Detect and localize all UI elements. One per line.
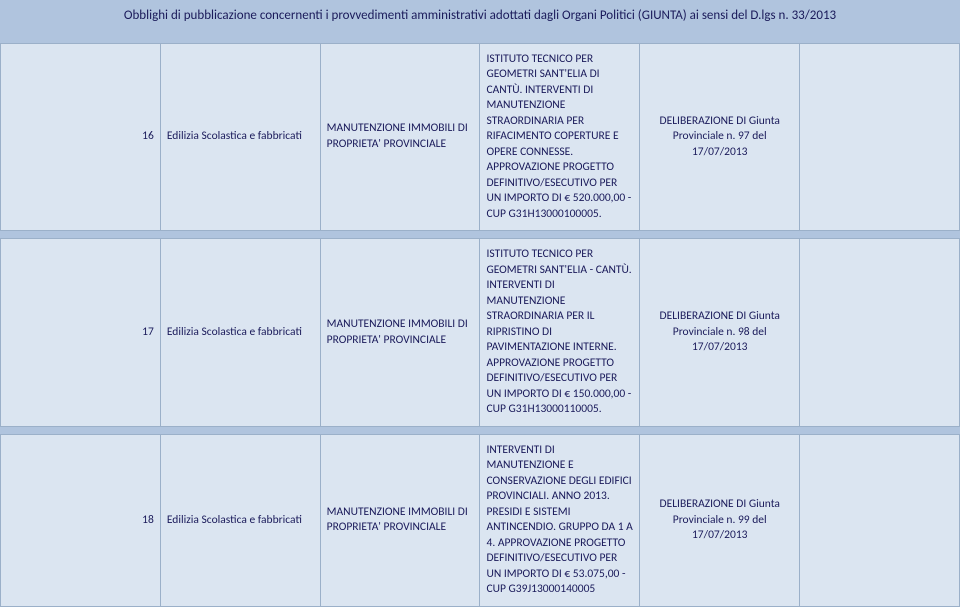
- cell-area: Edilizia Scolastica e fabbricati: [160, 434, 320, 606]
- cell-area: Edilizia Scolastica e fabbricati: [160, 43, 320, 231]
- cell-desc: ISTITUTO TECNICO PER GEOMETRI SANT'ELIA …: [480, 239, 640, 427]
- data-table: 16 Edilizia Scolastica e fabbricati MANU…: [0, 35, 960, 607]
- cell-last: [800, 43, 960, 231]
- cell-num: 17: [1, 239, 161, 427]
- cell-num: 18: [1, 434, 161, 606]
- cell-desc: INTERVENTI DI MANUTENZIONE E CONSERVAZIO…: [480, 434, 640, 606]
- table-row: 17 Edilizia Scolastica e fabbricati MANU…: [1, 239, 960, 427]
- cell-num: 16: [1, 43, 161, 231]
- table-row: 18 Edilizia Scolastica e fabbricati MANU…: [1, 434, 960, 606]
- table-row: 16 Edilizia Scolastica e fabbricati MANU…: [1, 43, 960, 231]
- cell-last: [800, 434, 960, 606]
- cell-area: Edilizia Scolastica e fabbricati: [160, 239, 320, 427]
- cell-last: [800, 239, 960, 427]
- cell-dept: MANUTENZIONE IMMOBILI DI PROPRIETA' PROV…: [320, 239, 480, 427]
- cell-desc: ISTITUTO TECNICO PER GEOMETRI SANT'ELIA …: [480, 43, 640, 231]
- cell-act: DELIBERAZIONE DI Giunta Provinciale n. 9…: [640, 43, 800, 231]
- cell-act: DELIBERAZIONE DI Giunta Provinciale n. 9…: [640, 239, 800, 427]
- page-title: Obblighi di pubblicazione concernenti i …: [0, 0, 960, 35]
- cell-dept: MANUTENZIONE IMMOBILI DI PROPRIETA' PROV…: [320, 434, 480, 606]
- cell-dept: MANUTENZIONE IMMOBILI DI PROPRIETA' PROV…: [320, 43, 480, 231]
- cell-act: DELIBERAZIONE DI Giunta Provinciale n. 9…: [640, 434, 800, 606]
